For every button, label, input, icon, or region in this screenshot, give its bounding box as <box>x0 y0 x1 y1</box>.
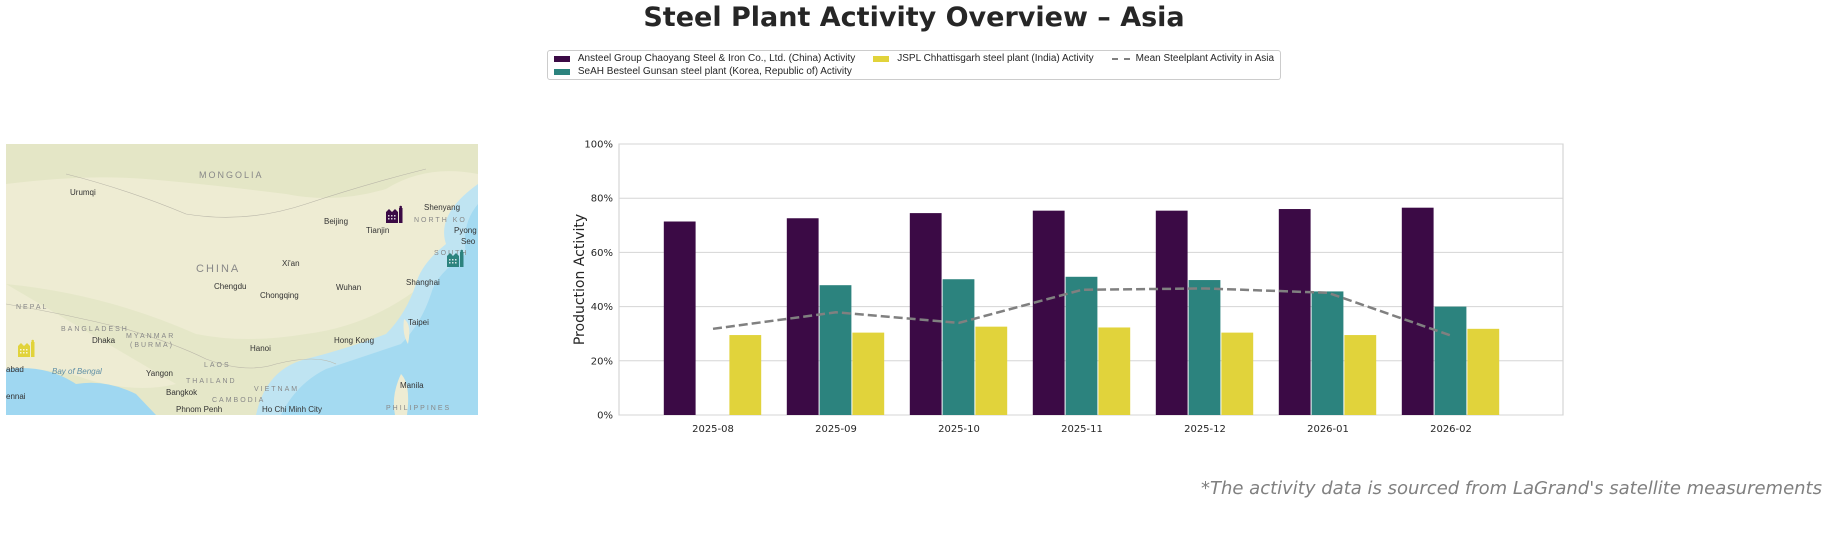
map-label: Beijing <box>324 217 348 226</box>
bar <box>1434 306 1467 415</box>
bar <box>1467 328 1500 415</box>
map-label: CAMBODIA <box>212 397 265 404</box>
bar <box>1278 209 1311 415</box>
figure-title: Steel Plant Activity Overview – Asia <box>643 2 1185 33</box>
map-label: Hanoi <box>250 344 271 353</box>
map-label: Bay of Bengal <box>52 367 102 376</box>
map-label: ennai <box>6 392 26 401</box>
map-label: Wuhan <box>336 283 361 292</box>
asia-map[interactable]: MONGOLIA CHINA Urumqi Beijing Tianjin Sh… <box>6 144 478 415</box>
y-tick-label: 60% <box>591 248 613 259</box>
factory-icon[interactable] <box>18 339 35 357</box>
map-markers <box>18 205 464 357</box>
map-label: Chongqing <box>260 291 299 300</box>
legend-label: JSPL Chhattisgarh steel plant (India) Ac… <box>897 53 1094 64</box>
legend-swatch <box>873 55 890 62</box>
map-label: NORTH KO <box>414 217 467 224</box>
y-tick-label: 0% <box>597 411 613 422</box>
legend-swatch <box>553 55 570 62</box>
legend: Ansteel Group Chaoyang Steel & Iron Co.,… <box>546 50 1282 80</box>
bar <box>1221 332 1254 415</box>
y-tick-label: 80% <box>591 194 613 205</box>
map-label: Ho Chi Minh City <box>262 405 322 414</box>
bar <box>819 285 852 415</box>
bar-chart: 0% 20% 40% 60% 80% 100% Production Activity 202… <box>572 140 1564 435</box>
x-tick-label: 2025-11 <box>1061 424 1103 435</box>
map-label: Bangkok <box>166 388 198 397</box>
footnote: *The activity data is sourced from LaGra… <box>1200 478 1822 499</box>
map-bay-of-bengal <box>6 368 156 415</box>
map-label: THAILAND <box>186 378 237 385</box>
map-label: PHILIPPINES <box>386 405 451 412</box>
map-sea <box>281 204 478 415</box>
map-philippines <box>393 374 409 415</box>
legend-item-ansteel: Ansteel Group Chaoyang Steel & Iron Co.,… <box>553 53 856 64</box>
y-tick-label: 100% <box>584 140 613 151</box>
factory-icon[interactable] <box>447 249 464 267</box>
map-label: Taipei <box>408 318 429 327</box>
x-tick-label: 2025-08 <box>692 424 734 435</box>
map-label: Phnom Penh <box>176 405 222 414</box>
bar <box>729 335 762 415</box>
bar <box>663 221 696 415</box>
y-tick-label: 40% <box>591 302 613 313</box>
map-label: Yangon <box>146 369 173 378</box>
x-tick-label: 2025-09 <box>815 424 857 435</box>
map-label: abad <box>6 365 24 374</box>
map-label: Dhaka <box>92 336 116 345</box>
map-label: Tianjin <box>366 226 389 235</box>
map-label: Chengdu <box>214 282 246 291</box>
map-label: Xi'an <box>282 259 300 268</box>
legend-item-mean: Mean Steelplant Activity in Asia <box>1111 53 1275 64</box>
bar <box>909 213 942 415</box>
bar <box>1188 280 1221 415</box>
bar <box>1155 210 1188 415</box>
bar <box>1344 335 1377 415</box>
map-label: Seo <box>461 237 476 246</box>
bar <box>1098 327 1131 415</box>
legend-swatch <box>553 68 570 75</box>
x-tick-label: 2026-01 <box>1307 424 1349 435</box>
y-axis-label: Production Activity <box>572 214 588 345</box>
map-label: VIETNAM <box>254 386 299 393</box>
map-label: BANGLADESH <box>61 326 129 333</box>
bar <box>852 332 885 415</box>
x-tick-label: 2025-12 <box>1184 424 1226 435</box>
map-label: Shanghai <box>406 278 440 287</box>
legend-label: SeAH Besteel Gunsan steel plant (Korea, … <box>577 66 852 77</box>
legend-item-jspl: JSPL Chhattisgarh steel plant (India) Ac… <box>873 53 1094 64</box>
map-label: NEPAL <box>16 304 48 311</box>
map-label: MONGOLIA <box>199 170 264 180</box>
map-borders <box>6 168 427 369</box>
factory-icon[interactable] <box>386 205 403 223</box>
mean-line <box>712 287 1452 337</box>
bar <box>786 218 819 415</box>
bar <box>1401 207 1434 415</box>
map-label: LAOS <box>204 362 231 369</box>
legend-item-seah: SeAH Besteel Gunsan steel plant (Korea, … <box>553 66 855 77</box>
map-taiwan <box>403 319 410 344</box>
map-label: Manila <box>400 381 424 390</box>
map-label: MYANMAR <box>126 333 175 340</box>
legend-label: Mean Steelplant Activity in Asia <box>1135 53 1275 64</box>
map-label: Hong Kong <box>334 336 374 345</box>
map-terrain <box>6 144 478 198</box>
bar <box>1065 276 1098 415</box>
y-tick-label: 20% <box>591 356 613 367</box>
x-tick-label: 2025-10 <box>938 424 980 435</box>
map-label: Pyong <box>454 226 477 235</box>
bar <box>1311 291 1344 415</box>
map-label: Urumqi <box>70 188 96 197</box>
x-tick-label: 2026-02 <box>1430 424 1472 435</box>
legend-wrapper: Ansteel Group Chaoyang Steel & Iron Co.,… <box>0 50 1828 80</box>
map-label: Shenyang <box>424 203 460 212</box>
map-label: CHINA <box>196 263 240 275</box>
bar <box>1032 210 1065 415</box>
bar <box>942 279 975 415</box>
map-label: (BURMA) <box>130 342 174 349</box>
bar <box>975 326 1008 415</box>
legend-label: Ansteel Group Chaoyang Steel & Iron Co.,… <box>577 53 856 64</box>
legend-dash <box>1111 57 1130 60</box>
